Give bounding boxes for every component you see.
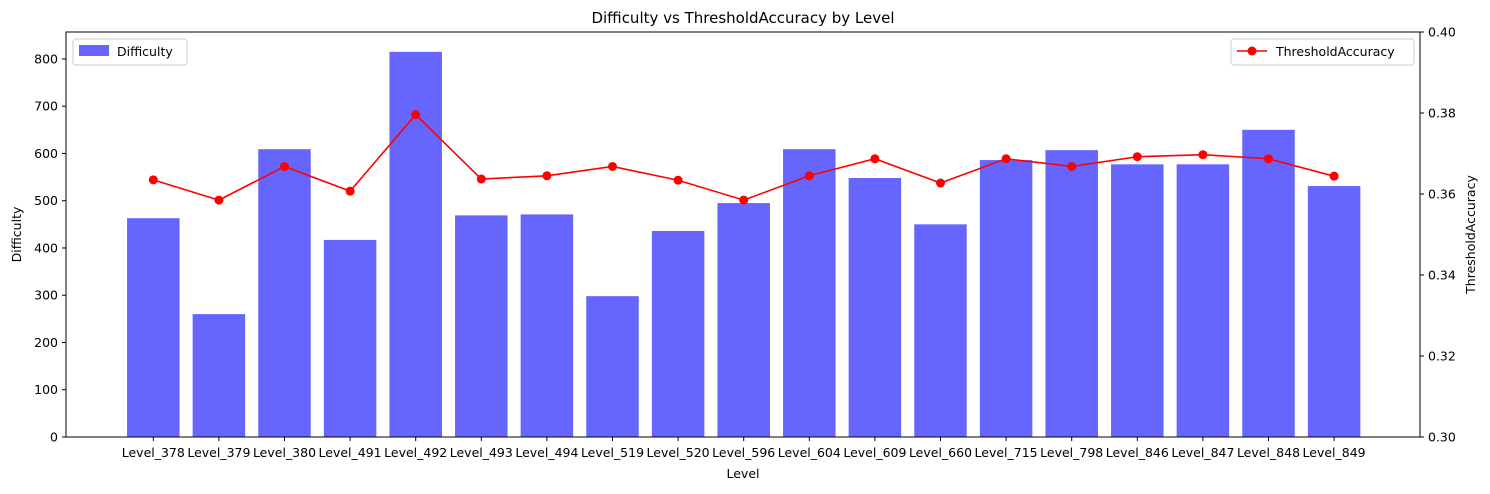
x-tick-label: Level_604 xyxy=(778,445,841,460)
point-level-380 xyxy=(280,161,289,171)
x-tick-label: Level_378 xyxy=(122,445,185,460)
x-tick-label: Level_846 xyxy=(1106,445,1169,460)
x-tick-label: Level_492 xyxy=(384,445,447,460)
y-tick-label: 600 xyxy=(34,146,58,161)
x-tick-label: Level_520 xyxy=(647,445,710,460)
bar-level-491 xyxy=(323,239,377,437)
x-axis: Level_378 Level_379 Level_380 Level_491 Leve… xyxy=(122,437,1366,460)
bar-level-604 xyxy=(783,149,836,437)
bar-level-493 xyxy=(455,215,508,437)
point-level-492 xyxy=(411,110,421,120)
x-tick-label: Level_491 xyxy=(319,445,382,460)
y2-tick-label: 0.38 xyxy=(1428,106,1456,121)
point-level-491 xyxy=(345,186,355,196)
left-axis: 0 100 200 300 400 500 600 700 800 xyxy=(34,51,66,445)
point-level-849 xyxy=(1329,171,1339,181)
x-tick-label: Level_609 xyxy=(843,445,906,460)
y-tick-label: 700 xyxy=(34,99,58,114)
point-level-493 xyxy=(476,174,486,184)
x-tick-label: Level_798 xyxy=(1040,445,1103,460)
y-tick-label: 400 xyxy=(34,240,58,255)
point-level-715 xyxy=(1001,154,1011,164)
x-tick-label: Level_493 xyxy=(450,445,513,460)
x-tick-label: Level_847 xyxy=(1171,445,1234,460)
bar-level-849 xyxy=(1307,186,1361,437)
point-level-798 xyxy=(1067,161,1077,171)
bar-level-520 xyxy=(651,230,705,437)
legend-threshold-accuracy: ThresholdAccuracy xyxy=(1230,38,1415,66)
x-tick-label: Level_379 xyxy=(187,445,250,460)
legend-difficulty-label: Difficulty xyxy=(117,44,173,59)
bar-level-492 xyxy=(389,51,442,437)
plot-frame xyxy=(65,31,1421,438)
chart-title: Difficulty vs ThresholdAccuracy by Level xyxy=(591,9,894,27)
y-tick-label: 300 xyxy=(34,288,58,303)
bar-level-848 xyxy=(1242,129,1295,437)
bar-level-847 xyxy=(1176,164,1230,437)
y-tick-label: 200 xyxy=(34,335,58,350)
bar-level-715 xyxy=(979,160,1033,437)
point-level-609 xyxy=(870,154,880,164)
point-level-660 xyxy=(936,178,945,188)
x-axis-label: Level xyxy=(727,466,760,481)
legend-threshold-accuracy-label: ThresholdAccuracy xyxy=(1275,44,1395,59)
bar-level-798 xyxy=(1045,150,1098,437)
y-axis-label: Difficulty xyxy=(9,206,24,262)
y2-tick-label: 0.30 xyxy=(1428,430,1456,445)
x-tick-label: Level_848 xyxy=(1237,445,1300,460)
bar-level-494 xyxy=(520,214,574,437)
point-level-379 xyxy=(214,195,224,205)
point-level-519 xyxy=(608,161,617,171)
point-level-494 xyxy=(542,171,552,181)
bar-level-609 xyxy=(848,178,902,437)
legend-difficulty-swatch xyxy=(79,45,109,56)
y-tick-label: 500 xyxy=(34,193,58,208)
x-tick-label: Level_849 xyxy=(1303,445,1366,460)
y-tick-label: 100 xyxy=(34,382,58,397)
point-level-846 xyxy=(1132,152,1142,162)
y-tick-label: 800 xyxy=(34,51,58,66)
x-tick-label: Level_494 xyxy=(515,445,578,460)
right-axis: 0.30 0.32 0.34 0.36 0.38 0.40 xyxy=(1420,25,1456,445)
y2-tick-label: 0.40 xyxy=(1428,25,1456,40)
x-tick-label: Level_380 xyxy=(253,445,316,460)
legend-difficulty: Difficulty xyxy=(72,38,188,66)
point-level-520 xyxy=(673,175,683,185)
line-layer xyxy=(148,110,1339,205)
point-level-596 xyxy=(739,195,749,205)
bar-level-378 xyxy=(127,218,180,437)
bar-level-380 xyxy=(258,149,311,437)
bar-level-846 xyxy=(1111,164,1164,437)
bar-level-596 xyxy=(717,203,770,437)
bar-level-519 xyxy=(586,296,639,437)
y-tick-label: 0 xyxy=(50,430,58,445)
y2-tick-label: 0.32 xyxy=(1428,349,1456,364)
bar-level-660 xyxy=(914,224,967,437)
y2-tick-label: 0.34 xyxy=(1428,268,1456,283)
legend-threshold-accuracy-marker xyxy=(1247,46,1257,56)
x-tick-label: Level_596 xyxy=(712,445,775,460)
bar-level-379 xyxy=(192,314,246,437)
point-level-847 xyxy=(1198,150,1208,160)
x-tick-label: Level_519 xyxy=(581,445,644,460)
point-level-378 xyxy=(148,175,158,185)
bars-layer xyxy=(127,51,1361,437)
x-tick-label: Level_715 xyxy=(975,445,1038,460)
point-level-848 xyxy=(1264,154,1273,164)
y2-axis-label: ThresholdAccuracy xyxy=(1463,175,1478,295)
x-tick-label: Level_660 xyxy=(909,445,972,460)
point-level-604 xyxy=(804,171,814,181)
y2-tick-label: 0.36 xyxy=(1428,187,1456,202)
